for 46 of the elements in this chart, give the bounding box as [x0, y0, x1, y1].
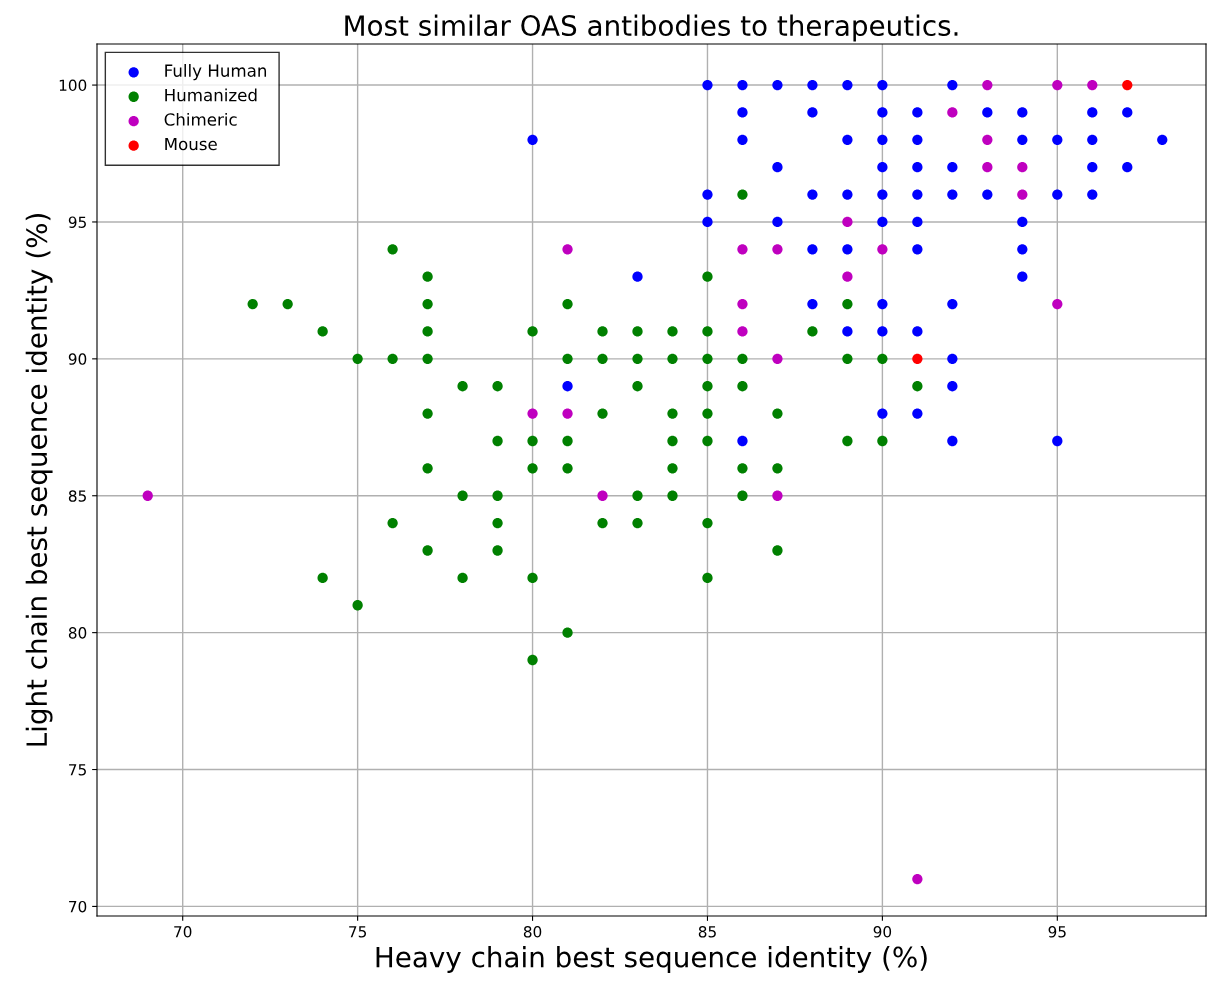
x-tick-label: 80 — [523, 925, 542, 938]
point — [1017, 189, 1028, 200]
point — [842, 271, 853, 282]
legend-label: Fully Human — [165, 64, 267, 81]
point — [737, 326, 748, 337]
point — [1052, 79, 1063, 91]
y-tick-label: 80 — [68, 627, 87, 639]
point — [982, 79, 993, 91]
point — [772, 353, 783, 364]
point — [877, 244, 888, 255]
point — [947, 107, 958, 118]
point — [737, 298, 748, 310]
y-tick-label: 90 — [68, 353, 87, 365]
y-axis-title: Light chain best sequence identity (%) — [25, 214, 53, 746]
point — [842, 216, 853, 228]
point — [1017, 162, 1028, 173]
legend-label: Chimeric — [164, 112, 237, 126]
point — [1052, 298, 1063, 310]
point — [562, 244, 573, 255]
point — [772, 244, 783, 255]
x-tick-label: 95 — [1048, 925, 1066, 938]
y-tick-label: 85 — [68, 490, 86, 502]
point — [142, 490, 153, 501]
point — [772, 490, 783, 501]
point — [912, 873, 923, 885]
legend-label: Mouse — [165, 137, 217, 151]
point — [597, 490, 608, 501]
point — [1122, 79, 1133, 91]
x-axis-title: Heavy chain best sequence identity (%) — [376, 946, 927, 973]
x-tick-label: 75 — [349, 926, 367, 938]
point — [982, 134, 993, 145]
point — [527, 408, 538, 419]
point — [982, 162, 993, 173]
y-tick-label: 70 — [69, 900, 87, 913]
x-tick-label: 70 — [174, 925, 192, 938]
point — [562, 408, 573, 419]
point — [912, 353, 923, 364]
x-tick-label: 90 — [873, 925, 892, 938]
x-tick-label: 85 — [698, 925, 716, 938]
y-tick-label: 75 — [69, 764, 86, 776]
y-tick-label: 95 — [68, 216, 86, 228]
point — [1087, 79, 1098, 91]
chart-title: Most similar OAS antibodies to therapeutics. — [345, 14, 958, 42]
point — [737, 244, 748, 255]
y-tick-label: 100 — [59, 79, 87, 92]
legend-label: Humanized — [165, 88, 257, 102]
